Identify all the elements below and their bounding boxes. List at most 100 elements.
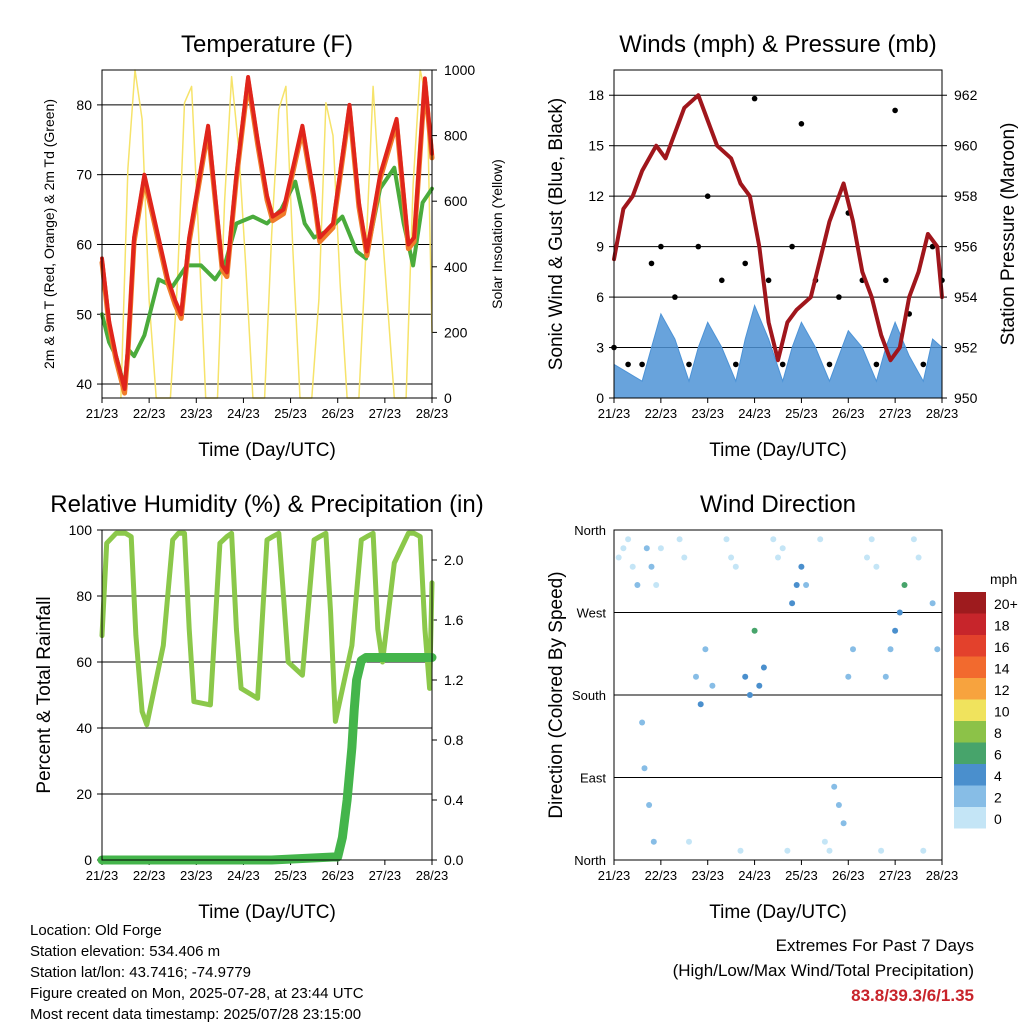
direction-point	[873, 563, 880, 570]
direction-point	[845, 673, 852, 680]
direction-point	[779, 545, 786, 552]
gust-point	[892, 107, 898, 114]
x-tick-label: 21/23	[598, 406, 631, 421]
direction-point	[650, 838, 657, 845]
direction-point	[793, 582, 800, 588]
gust-point	[625, 361, 631, 368]
direction-point	[646, 802, 653, 808]
direction-point	[742, 673, 749, 680]
series-solar-line	[120, 69, 433, 399]
x-tick-label: 22/23	[133, 406, 166, 421]
x-tick-label: 27/23	[879, 868, 912, 883]
direction-point	[920, 847, 927, 854]
legend-swatch	[954, 807, 986, 829]
direction-point	[817, 536, 824, 543]
legend-swatch	[954, 635, 986, 657]
x-axis-label: Time (Day/UTC)	[709, 440, 847, 461]
y-tick-label: North	[574, 853, 606, 868]
chart-temperature: Temperature (F)4050607080020040060080010…	[41, 31, 505, 461]
legend-title: mph	[990, 571, 1017, 587]
direction-point	[693, 673, 699, 680]
y-right-tick-label: 0	[444, 390, 452, 406]
y-axis-label: 2m & 9m T (Red, Orange) & 2m Td (Green)	[41, 99, 57, 369]
series-rh-line	[99, 530, 435, 728]
legend-swatch	[954, 656, 986, 678]
gust-point	[672, 294, 678, 300]
direction-point	[746, 692, 753, 698]
x-axis-label: Time (Day/UTC)	[709, 902, 847, 923]
plot-frame	[613, 69, 943, 399]
gust-point	[779, 361, 786, 368]
direction-point	[929, 600, 936, 607]
series-t2m-line	[100, 75, 434, 391]
direction-point	[615, 554, 622, 561]
legend-swatch	[954, 742, 986, 764]
direction-point	[629, 563, 636, 570]
gust-point	[826, 361, 833, 368]
x-tick-label: 25/23	[785, 868, 818, 883]
direction-point	[641, 765, 648, 772]
y-tick-label: 60	[76, 654, 92, 670]
legend-label: 14	[994, 661, 1010, 677]
gust-point	[704, 193, 711, 199]
gust-point	[686, 361, 692, 368]
y-right-tick-label: 950	[954, 390, 978, 406]
y-right-tick-label: 800	[444, 128, 468, 144]
x-tick-label: 27/23	[879, 406, 912, 421]
direction-point	[625, 536, 632, 543]
x-tick-label: 26/23	[832, 868, 865, 883]
direction-point	[657, 545, 664, 552]
direction-point	[728, 554, 735, 561]
direction-point	[702, 646, 709, 653]
x-tick-label: 28/23	[926, 868, 959, 883]
direction-point	[840, 820, 847, 827]
direction-point	[686, 838, 692, 845]
x-tick-label: 21/23	[86, 406, 119, 421]
direction-point	[850, 646, 856, 653]
y-tick-label: 12	[588, 188, 604, 204]
direction-point	[798, 563, 805, 570]
direction-point	[775, 554, 781, 561]
speed-legend: mph 20+ 18 16 14 12 10 8 6 4 2 0	[954, 571, 1018, 829]
gust-point	[751, 95, 758, 102]
y-tick-label: 15	[588, 138, 604, 154]
direction-point	[910, 536, 917, 543]
y-right-axis-label: Solar Insolation (Yellow)	[489, 159, 505, 309]
y-right-tick-label: 0.8	[444, 732, 464, 748]
plot-frame	[101, 69, 433, 399]
legend-swatch	[954, 764, 986, 786]
y-tick-label: 100	[69, 522, 93, 538]
direction-point	[709, 682, 716, 689]
legend-label: 16	[994, 639, 1010, 655]
series-precip-line	[97, 653, 437, 865]
direction-point	[934, 646, 941, 653]
y-right-tick-label: 400	[444, 259, 468, 275]
series-pressure-line	[612, 93, 944, 363]
y-tick-label: West	[577, 606, 607, 621]
gust-point	[648, 260, 655, 267]
y-tick-label: 3	[596, 340, 604, 356]
y-right-tick-label: 1.2	[444, 672, 464, 688]
direction-point	[634, 582, 641, 588]
y-tick-label: 60	[76, 236, 92, 252]
direction-point	[723, 536, 730, 543]
y-tick-label: 20	[76, 786, 92, 802]
x-tick-label: 24/23	[227, 406, 260, 421]
y-tick-label: 40	[76, 376, 92, 392]
x-axis-label: Time (Day/UTC)	[198, 902, 336, 923]
gust-point	[873, 361, 880, 368]
extremes-title: Extremes For Past 7 Days	[775, 936, 974, 955]
legend-label: 18	[994, 618, 1010, 634]
y-right-tick-label: 954	[954, 289, 978, 305]
direction-point	[789, 600, 796, 607]
x-tick-label: 28/23	[416, 406, 449, 421]
gust-point	[733, 361, 739, 368]
x-tick-label: 26/23	[832, 406, 865, 421]
x-tick-label: 25/23	[274, 868, 307, 883]
latlon-text: Station lat/lon: 43.7416; -74.9779	[30, 964, 252, 981]
chart-winds: Winds (mph) & Pressure (mb) 0 3 6 9 12 15 18 950…	[546, 31, 1019, 461]
direction-point	[901, 582, 908, 588]
y-tick-label: 18	[588, 87, 604, 103]
direction-point	[732, 563, 739, 570]
